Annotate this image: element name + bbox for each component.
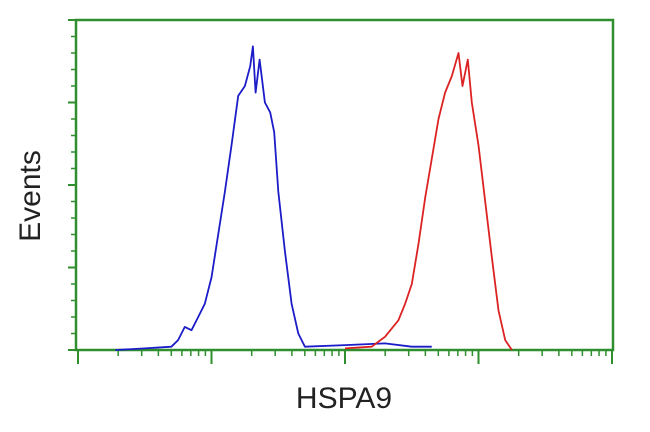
- x-axis-label: HSPA9: [296, 382, 392, 415]
- histogram-series-1: [115, 45, 432, 351]
- plot-frame: [74, 18, 615, 352]
- histogram-series-2: [344, 52, 513, 351]
- axis-ticks: [68, 19, 613, 364]
- y-axis-label: Events: [14, 150, 47, 242]
